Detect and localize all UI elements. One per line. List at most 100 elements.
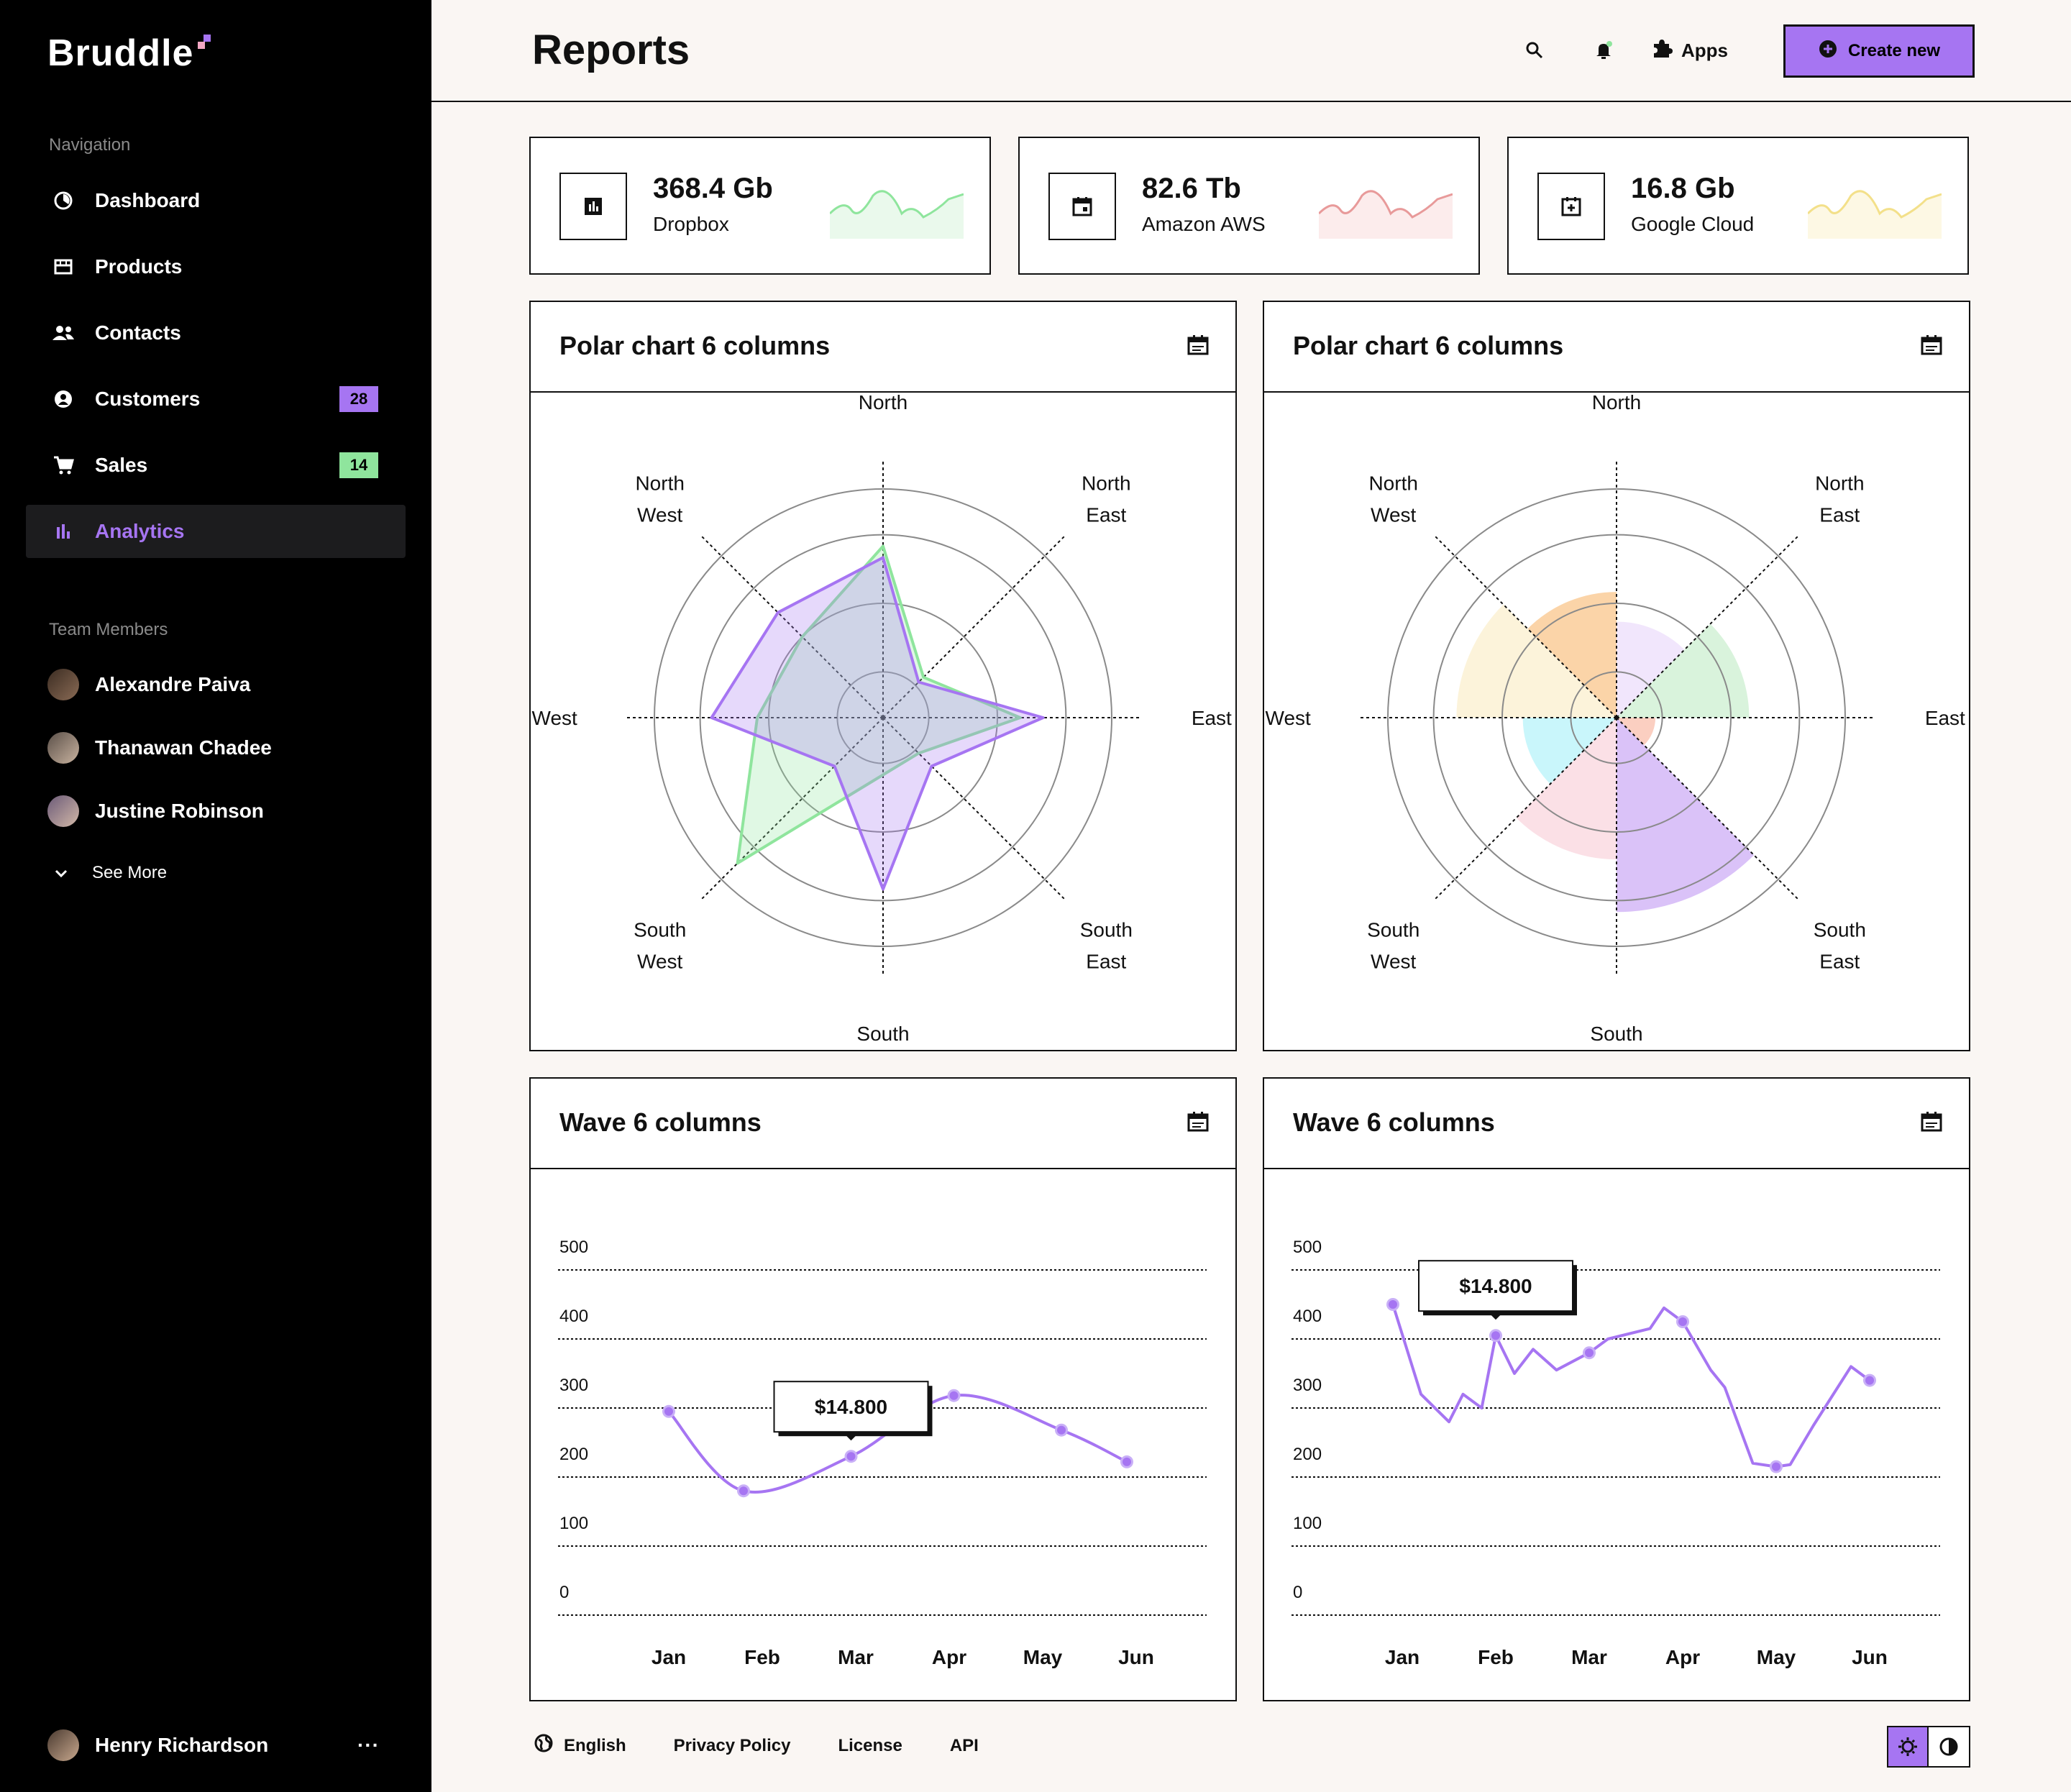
x-tick-label: Jan bbox=[652, 1646, 686, 1668]
panel-title: Polar chart 6 columns bbox=[1293, 331, 1564, 360]
polar-chart: North North East East South East South South Wes… bbox=[1266, 393, 1966, 1045]
products-icon bbox=[52, 255, 75, 278]
stat-card-aws[interactable]: 82.6 Tb Amazon AWS bbox=[1018, 137, 1480, 275]
search-icon[interactable] bbox=[1523, 39, 1546, 62]
sidebar-item-label: Sales bbox=[95, 454, 148, 476]
axis-label: North bbox=[859, 393, 908, 413]
data-point bbox=[846, 1452, 856, 1461]
y-tick-label: 100 bbox=[559, 1514, 588, 1533]
radar-chart-panel: Polar chart 6 columns North North East East… bbox=[529, 301, 1237, 1051]
stat-card-google-cloud[interactable]: 16.8 Gb Google Cloud bbox=[1507, 137, 1969, 275]
calendar-icon[interactable] bbox=[1920, 334, 1943, 357]
x-tick-label: Jan bbox=[1385, 1646, 1419, 1668]
stat-label: Google Cloud bbox=[1631, 213, 1755, 235]
sidebar: Bruddle Navigation Dashboard Products Co… bbox=[0, 0, 431, 1792]
calendar-icon[interactable] bbox=[1920, 1110, 1943, 1133]
chevron-down-icon bbox=[55, 863, 68, 883]
avatar bbox=[47, 1729, 79, 1761]
dark-mode-icon[interactable] bbox=[1929, 1727, 1969, 1766]
data-point bbox=[739, 1486, 748, 1496]
grid-ring bbox=[654, 488, 1112, 947]
axis-label: North bbox=[1082, 472, 1130, 495]
sidebar-item-products[interactable]: Products bbox=[26, 240, 406, 293]
axis-label: West bbox=[637, 504, 682, 526]
sidebar-item-sales[interactable]: Sales 14 bbox=[26, 439, 406, 492]
sidebar-item-customers[interactable]: Customers 28 bbox=[26, 372, 406, 426]
team-member[interactable]: Alexandre Paiva bbox=[47, 669, 250, 700]
cart-icon bbox=[52, 454, 75, 477]
team-member[interactable]: Justine Robinson bbox=[47, 795, 264, 827]
axis-label: South bbox=[856, 1023, 909, 1045]
sidebar-item-label: Products bbox=[95, 255, 183, 278]
polar-sector bbox=[1516, 718, 1617, 860]
axis-label: North bbox=[1592, 393, 1641, 413]
panel-divider bbox=[531, 1168, 1235, 1169]
logo[interactable]: Bruddle bbox=[47, 32, 214, 75]
license-link[interactable]: License bbox=[838, 1735, 902, 1755]
axis-label: West bbox=[532, 707, 577, 729]
panel-divider bbox=[1264, 391, 1969, 393]
line-series bbox=[1391, 1304, 1871, 1468]
avatar bbox=[47, 732, 79, 764]
team-member[interactable]: Thanawan Chadee bbox=[47, 732, 272, 764]
x-tick-label: May bbox=[1757, 1646, 1796, 1668]
x-tick-label: Apr bbox=[1665, 1646, 1700, 1668]
language-label: English bbox=[564, 1735, 626, 1755]
polar-sector bbox=[1456, 604, 1617, 718]
current-user[interactable]: Henry Richardson ··· bbox=[47, 1729, 380, 1761]
spoke-line bbox=[882, 717, 1066, 901]
axis-label: North bbox=[635, 472, 684, 495]
tooltip: $14.800 bbox=[1418, 1260, 1577, 1320]
stat-value: 16.8 Gb bbox=[1631, 173, 1735, 204]
stat-value: 368.4 Gb bbox=[653, 173, 773, 204]
data-point bbox=[1491, 1331, 1500, 1340]
language-selector[interactable]: English bbox=[534, 1733, 626, 1758]
notification-bell-icon[interactable] bbox=[1592, 39, 1615, 62]
polar-sector bbox=[1617, 718, 1656, 746]
axis-label: South bbox=[634, 918, 686, 941]
privacy-policy-link[interactable]: Privacy Policy bbox=[673, 1735, 791, 1755]
panel-title: Wave 6 columns bbox=[559, 1107, 762, 1137]
theme-toggle[interactable] bbox=[1887, 1726, 1970, 1768]
axis-label: East bbox=[1086, 504, 1126, 526]
axis-label: West bbox=[1371, 504, 1416, 526]
api-link[interactable]: API bbox=[949, 1735, 979, 1755]
spoke-line bbox=[1616, 534, 1800, 718]
data-point bbox=[949, 1391, 959, 1400]
wave-chart: 500 400 300 200 100 0 Jan Feb Mar Apr May Jun $14.80… bbox=[1291, 1238, 1940, 1668]
create-new-button[interactable]: Create new bbox=[1783, 24, 1975, 78]
dashboard-icon bbox=[52, 189, 75, 212]
tooltip-pointer bbox=[1487, 1311, 1504, 1320]
axis-label: West bbox=[637, 950, 682, 972]
data-point bbox=[1123, 1457, 1131, 1466]
radar-series-polygon bbox=[736, 544, 1022, 865]
grid-ring bbox=[836, 671, 930, 764]
sparkline-aws bbox=[1319, 190, 1453, 239]
grid-ring bbox=[768, 603, 998, 833]
more-options-icon[interactable]: ··· bbox=[357, 1734, 380, 1756]
sidebar-item-dashboard[interactable]: Dashboard bbox=[26, 174, 406, 227]
light-mode-icon[interactable] bbox=[1888, 1727, 1929, 1766]
see-more-button[interactable]: See More bbox=[55, 863, 167, 883]
polar-sector bbox=[1522, 718, 1617, 785]
axis-label: East bbox=[1192, 707, 1232, 729]
globe-icon bbox=[534, 1733, 554, 1758]
sidebar-item-contacts[interactable]: Contacts bbox=[26, 306, 406, 360]
sidebar-item-analytics[interactable]: Analytics bbox=[26, 505, 406, 558]
grid-ring bbox=[1570, 671, 1663, 764]
spoke-line bbox=[1616, 717, 1800, 901]
axis-label: South bbox=[1590, 1023, 1642, 1045]
wave-chart: 500 400 300 200 100 0 Jan Feb Mar Apr May Jun $14.80… bbox=[558, 1238, 1207, 1668]
calendar-icon[interactable] bbox=[1187, 1110, 1210, 1133]
polar-sector bbox=[1617, 718, 1755, 913]
x-tick-label: Mar bbox=[838, 1646, 874, 1668]
apps-button[interactable]: Apps bbox=[1651, 37, 1728, 64]
logo-text: Bruddle bbox=[47, 32, 194, 74]
x-tick-label: Apr bbox=[932, 1646, 966, 1668]
calendar-icon[interactable] bbox=[1187, 334, 1210, 357]
stat-card-dropbox[interactable]: 368.4 Gb Dropbox bbox=[529, 137, 991, 275]
y-tick-label: 300 bbox=[1293, 1376, 1322, 1395]
y-tick-label: 200 bbox=[1293, 1445, 1322, 1464]
y-tick-label: 400 bbox=[559, 1307, 588, 1326]
tooltip-box bbox=[1418, 1260, 1573, 1312]
